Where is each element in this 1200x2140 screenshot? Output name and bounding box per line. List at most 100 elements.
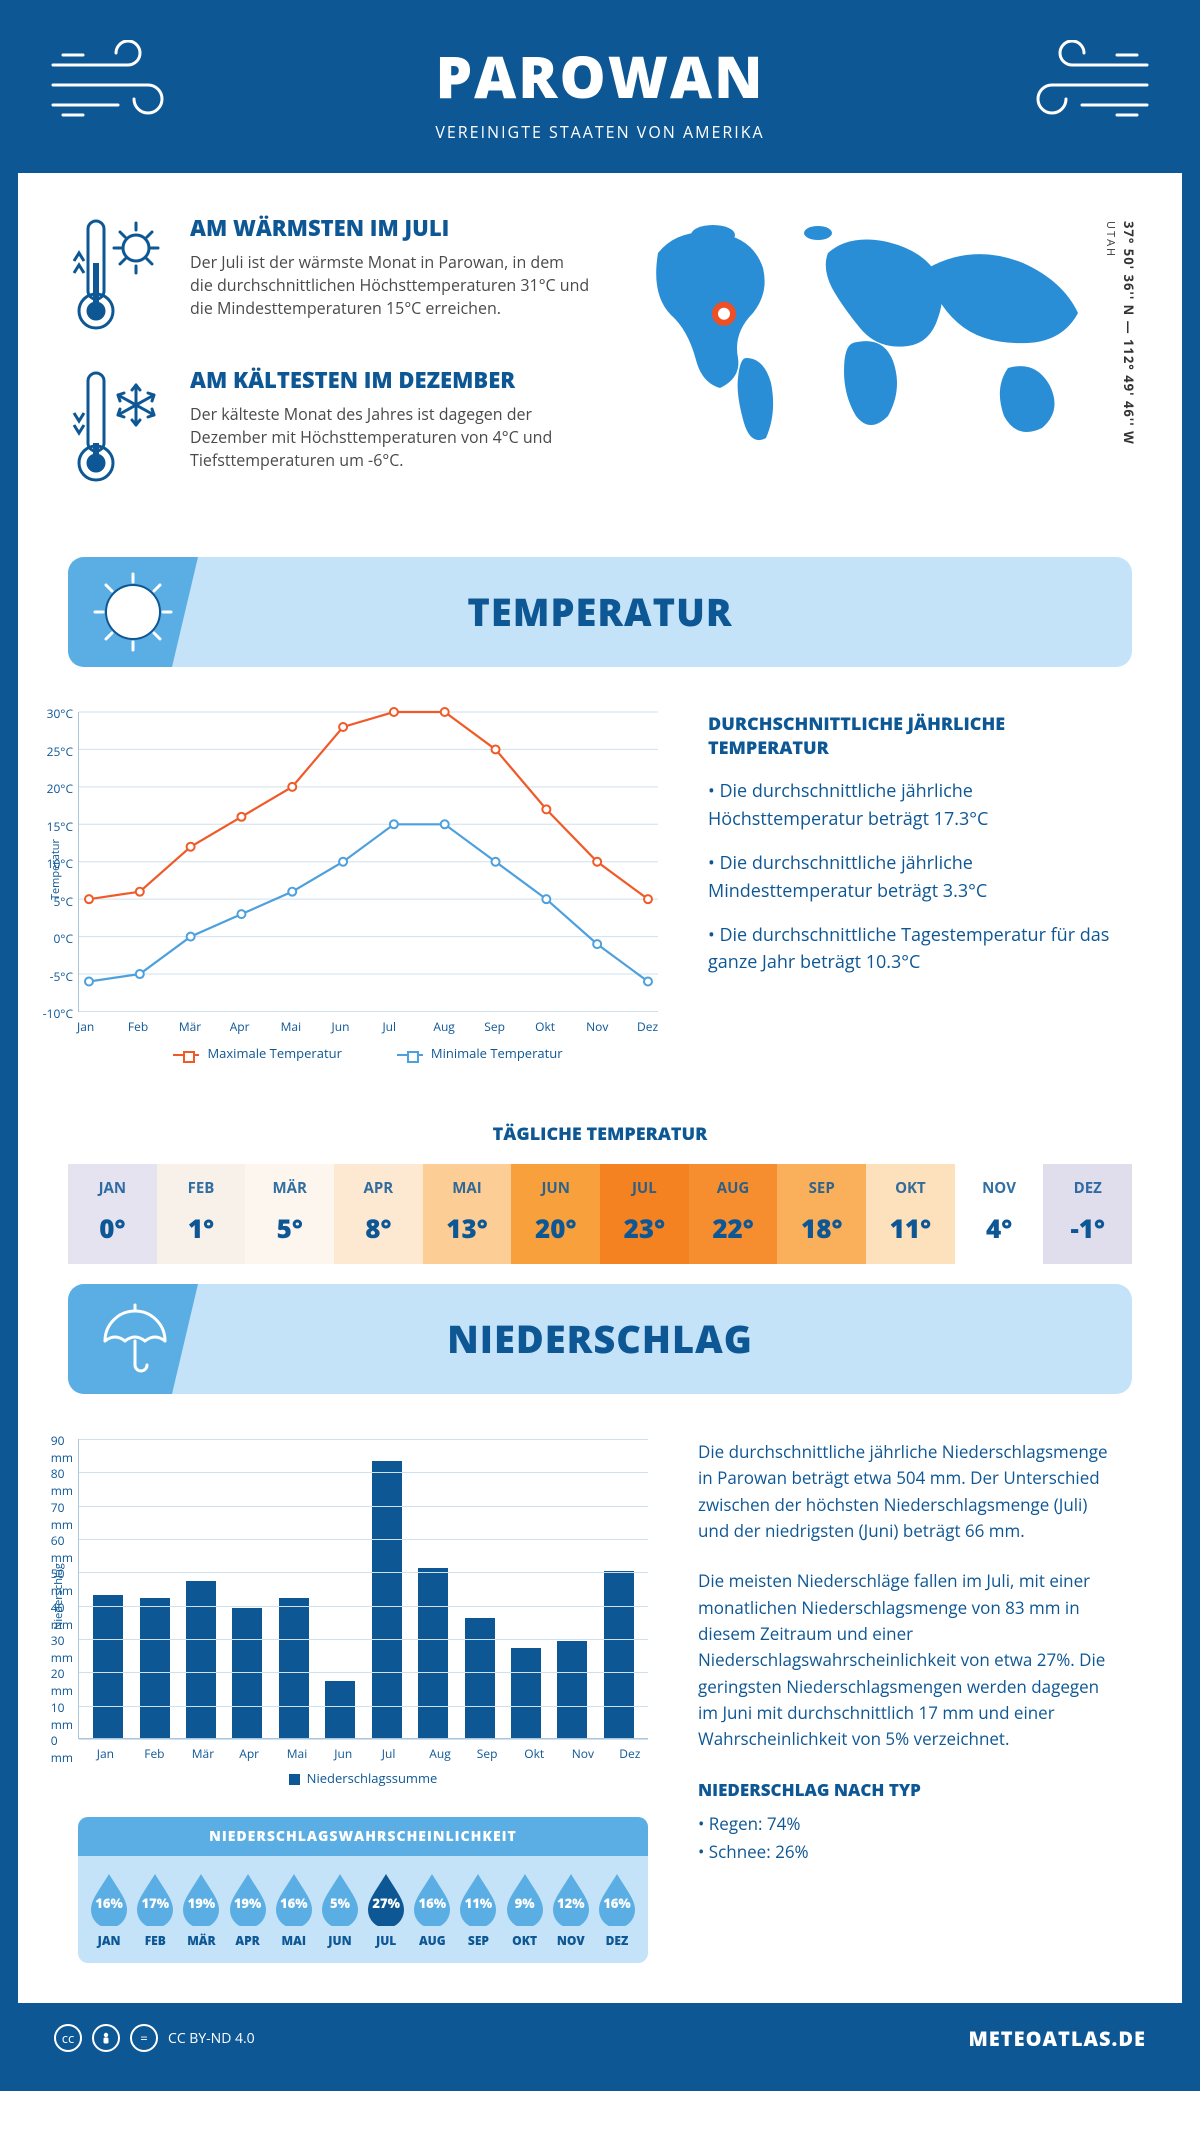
desc-line: • Schnee: 26% [698, 1839, 1122, 1865]
x-tick: Nov [586, 1018, 608, 1035]
x-tick: Dez [637, 1018, 658, 1035]
temp-value: 0° [68, 1210, 157, 1246]
umbrella-icon [93, 1299, 173, 1379]
daily-temp-cell: SEP18° [777, 1164, 866, 1264]
probability-value: 16% [273, 1894, 315, 1912]
precipitation-chart-column: Niederschlag 0 mm10 mm20 mm30 mm40 mm50 … [78, 1439, 648, 1963]
x-tick: Mär [179, 1018, 201, 1035]
bar [140, 1598, 170, 1738]
y-tick: 80 mm [51, 1465, 73, 1499]
probability-value: 16% [411, 1894, 453, 1912]
probability-cell: 19% APR [225, 1872, 271, 1949]
month-label: AUG [689, 1178, 778, 1198]
header: PAROWAN VEREINIGTE STAATEN VON AMERIKA [18, 18, 1182, 173]
month-label: SEP [777, 1178, 866, 1198]
bar [418, 1568, 448, 1738]
y-tick: 10°C [47, 855, 73, 872]
month-label: JUN [317, 1932, 363, 1949]
month-label: OKT [866, 1178, 955, 1198]
desc-line: • Die durchschnittliche Tagestemperatur … [708, 922, 1122, 978]
page: PAROWAN VEREINIGTE STAATEN VON AMERIKA [0, 0, 1200, 2091]
x-tick: Sep [484, 1018, 505, 1035]
probability-value: 27% [365, 1894, 407, 1912]
map-coordinates: 37° 50' 36'' N — 112° 49' 46'' W [1120, 221, 1138, 445]
raindrop-icon: 9% [504, 1872, 546, 1926]
month-label: APR [225, 1932, 271, 1949]
temp-value: 1° [157, 1210, 246, 1246]
month-label: MAI [423, 1178, 512, 1198]
section-title: TEMPERATUR [467, 586, 732, 638]
month-label: APR [334, 1178, 423, 1198]
bar [372, 1461, 402, 1738]
desc-title: DURCHSCHNITTLICHE JÄHRLICHE TEMPERATUR [708, 712, 1122, 760]
raindrop-icon: 16% [88, 1872, 130, 1926]
x-tick: Apr [239, 1745, 259, 1762]
precipitation-probability-panel: NIEDERSCHLAGSWAHRSCHEINLICHKEIT 16% JAN … [78, 1817, 648, 1963]
raindrop-icon: 27% [365, 1872, 407, 1926]
desc-paragraph: Die durchschnittliche jährliche Niedersc… [698, 1439, 1122, 1544]
x-tick: Jan [97, 1745, 114, 1762]
x-tick: Aug [433, 1018, 454, 1035]
x-tick: Jan [77, 1018, 94, 1035]
nd-icon: = [130, 2024, 158, 2052]
raindrop-icon: 11% [457, 1872, 499, 1926]
x-tick: Mai [287, 1745, 308, 1762]
fact-text: Der kälteste Monat des Jahres ist dagege… [190, 403, 590, 473]
desc-subtitle: NIEDERSCHLAG NACH TYP [698, 1777, 1122, 1803]
temp-value: 23° [600, 1210, 689, 1246]
probability-title: NIEDERSCHLAGSWAHRSCHEINLICHKEIT [78, 1817, 648, 1856]
y-tick: 50 mm [51, 1565, 73, 1599]
temp-value: 20° [511, 1210, 600, 1246]
sun-icon [91, 570, 175, 654]
y-tick: 0°C [53, 930, 73, 947]
daily-temp-cell: APR8° [334, 1164, 423, 1264]
chart-legend: Maximale Temperatur Minimale Temperatur [78, 1044, 658, 1062]
bar [325, 1681, 355, 1738]
raindrop-icon: 16% [273, 1872, 315, 1926]
daily-temp-cell: OKT11° [866, 1164, 955, 1264]
probability-cell: 16% JAN [86, 1872, 132, 1949]
y-tick: 40 mm [51, 1599, 73, 1633]
month-label: SEP [455, 1932, 501, 1949]
page-subtitle: VEREINIGTE STAATEN VON AMERIKA [18, 121, 1182, 143]
daily-temp-cell: FEB1° [157, 1164, 246, 1264]
desc-line: • Regen: 74% [698, 1811, 1122, 1837]
raindrop-icon: 16% [411, 1872, 453, 1926]
temperature-line-chart: Temperatur -10°C-5°C0°C5°C10°C15°C20°C25… [78, 712, 658, 1012]
probability-cell: 9% OKT [502, 1872, 548, 1949]
probability-value: 16% [88, 1894, 130, 1912]
probability-value: 19% [180, 1894, 222, 1912]
banner-tab [68, 1284, 198, 1394]
bar [465, 1618, 495, 1738]
probability-cell: 16% AUG [409, 1872, 455, 1949]
thermometer-sun-icon [68, 213, 168, 333]
month-label: JUL [600, 1178, 689, 1198]
bar [511, 1648, 541, 1738]
section-title: NIEDERSCHLAG [447, 1313, 753, 1365]
temp-value: 22° [689, 1210, 778, 1246]
daily-temp-cell: DEZ-1° [1043, 1164, 1132, 1264]
temp-value: 5° [245, 1210, 334, 1246]
daily-temp-cell: JUL 23° [600, 1164, 689, 1264]
raindrop-icon: 17% [134, 1872, 176, 1926]
wind-icon [48, 40, 188, 130]
daily-temperature-grid: JAN0°FEB1°MÄR5°APR8°MAI13°JUN20°JUL23°AU… [68, 1164, 1132, 1264]
map-column: UTAH 37° 50' 36'' N — 112° 49' 46'' W [628, 213, 1132, 517]
x-tick: Dez [619, 1745, 640, 1762]
month-label: OKT [502, 1932, 548, 1949]
x-tick: Mär [192, 1745, 214, 1762]
x-tick: Okt [535, 1018, 555, 1035]
y-tick: -5°C [50, 968, 73, 985]
chart-legend: Niederschlagssumme [78, 1769, 648, 1787]
x-tick: Feb [144, 1745, 164, 1762]
probability-value: 11% [457, 1894, 499, 1912]
month-label: NOV [548, 1932, 594, 1949]
thermometer-snow-icon [68, 365, 168, 485]
y-tick: 60 mm [51, 1532, 73, 1566]
month-label: AUG [409, 1932, 455, 1949]
license-block: cc = CC BY-ND 4.0 [54, 2024, 255, 2052]
raindrop-icon: 12% [550, 1872, 592, 1926]
y-tick: 20°C [47, 780, 73, 797]
month-label: JUN [511, 1178, 600, 1198]
bar [93, 1595, 123, 1738]
